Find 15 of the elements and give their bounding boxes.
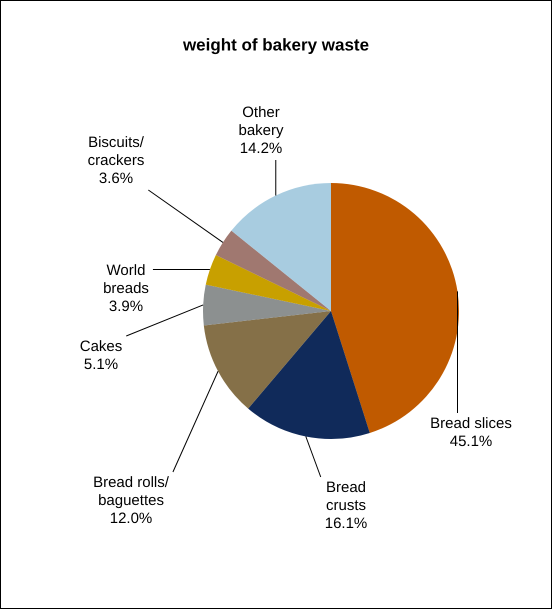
data-label: 3.9% bbox=[108, 298, 144, 316]
slice-label: Bread rolls/ baguettes bbox=[93, 474, 170, 510]
slice-label: World breads bbox=[103, 262, 149, 298]
chart-title: weight of bakery waste bbox=[182, 36, 370, 55]
slice-label: Other bakery bbox=[238, 104, 284, 140]
slice-label: Bread slices bbox=[430, 415, 512, 432]
slice-label: Biscuits/ crackers bbox=[88, 134, 145, 170]
data-label: 14.2% bbox=[240, 140, 282, 158]
data-label: 3.6% bbox=[98, 170, 134, 188]
slice-label: Cakes bbox=[80, 338, 122, 356]
data-label: 45.1% bbox=[450, 433, 492, 450]
slice-label: Bread crusts bbox=[326, 479, 366, 514]
data-label: 12.0% bbox=[110, 510, 152, 528]
data-label: 16.1% bbox=[324, 515, 368, 532]
data-label: 5.1% bbox=[84, 356, 118, 374]
